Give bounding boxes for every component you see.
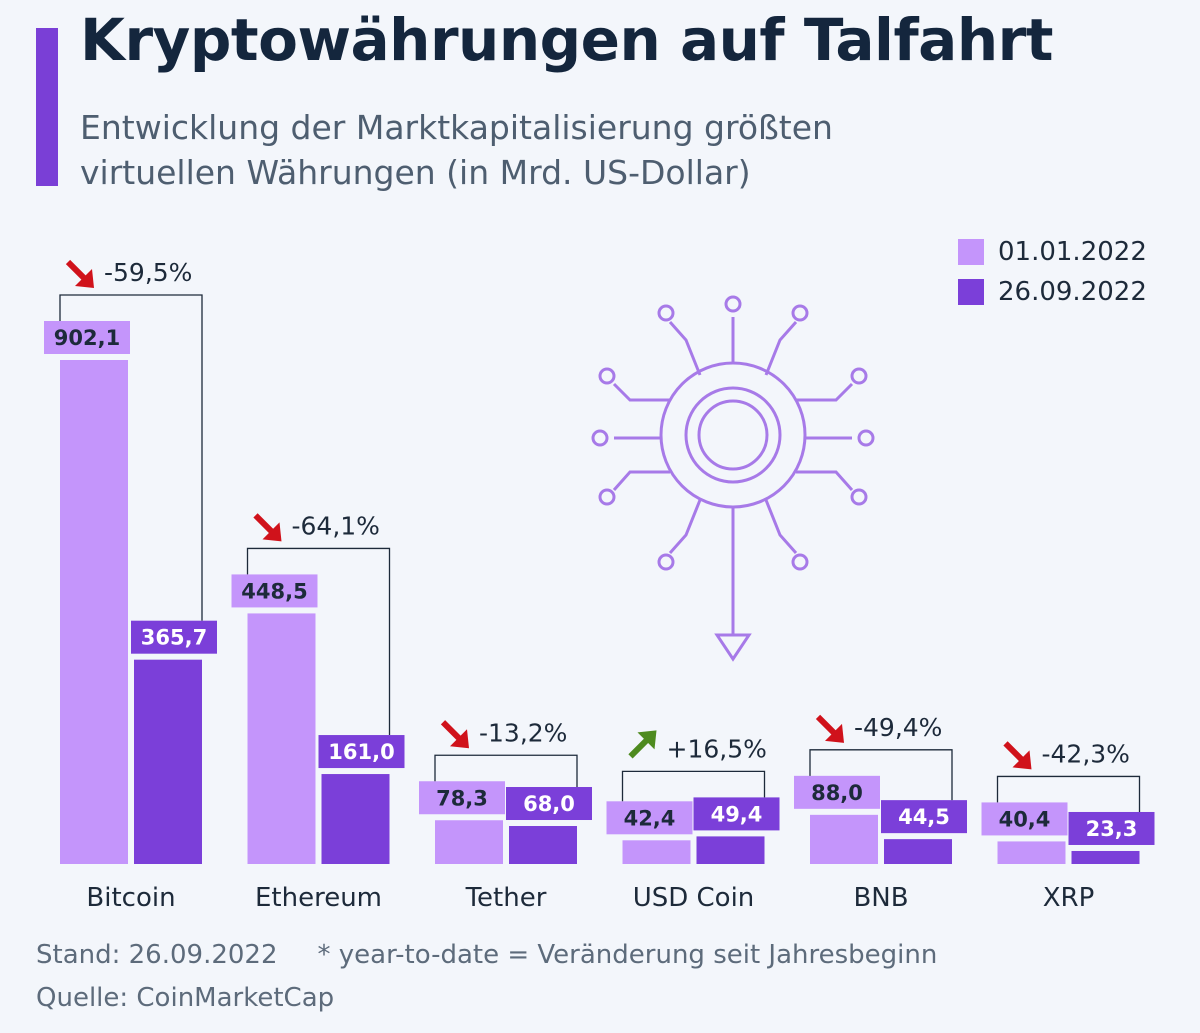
- bracket-bitcoin: [59, 294, 203, 621]
- bar-bnb-start: [810, 814, 878, 864]
- chart-subtitle: Entwicklung der Marktkapitalisierung grö…: [80, 108, 833, 192]
- value-box-bitcoin-start: [44, 321, 130, 354]
- down-arrow-icon: [1003, 741, 1026, 764]
- footnote: * year-to-date = Veränderung seit Jahres…: [317, 940, 938, 970]
- down-arrow-icon-head: [825, 723, 844, 743]
- value-box-bnb-end: [881, 800, 967, 834]
- value-box-ethereum-end: [318, 735, 405, 769]
- bar-usd-coin-start: [622, 840, 691, 864]
- footer: Stand: 26.09.2022 * year-to-date = Veränd…: [36, 934, 937, 1020]
- change-label-xrp: -42,3%: [1042, 739, 1130, 768]
- legend-label-end: 26.09.2022: [998, 277, 1147, 307]
- legend: 01.01.2022 26.09.2022: [958, 232, 1147, 312]
- down-arrow-icon: [815, 714, 839, 737]
- accent-bar: [36, 28, 58, 186]
- value-label-tether-end: 68,0: [523, 792, 575, 816]
- change-label-bnb: -49,4%: [854, 713, 942, 742]
- bar-tether-end: [509, 826, 577, 864]
- bar-ethereum-start: [247, 613, 316, 864]
- change-label-bitcoin: -59,5%: [104, 258, 192, 287]
- value-label-bitcoin-start: 902,1: [54, 326, 120, 350]
- bracket-xrp: [996, 775, 1141, 812]
- bar-bitcoin-end: [134, 659, 202, 864]
- down-arrow-icon: [253, 513, 276, 536]
- value-label-bnb-end: 44,5: [898, 805, 950, 829]
- legend-item-start: 01.01.2022: [958, 232, 1147, 272]
- value-box-xrp-start: [981, 802, 1068, 836]
- down-arrow-icon-head: [450, 729, 469, 749]
- bracket-usd-coin: [621, 770, 766, 802]
- bar-chart: 902,1 365,7 -59,5% Bitcoin 448,5 161,0 -64,1% E…: [44, 258, 1155, 913]
- value-label-usd-coin-end: 49,4: [711, 802, 763, 826]
- legend-label-start: 01.01.2022: [998, 237, 1147, 267]
- bracket-tether: [434, 754, 578, 788]
- value-box-bitcoin-end: [131, 620, 217, 654]
- value-box-tether-start: [419, 781, 505, 815]
- value-label-ethereum-start: 448,5: [241, 579, 307, 603]
- category-label-tether: Tether: [465, 883, 547, 913]
- bar-bnb-end: [884, 839, 952, 864]
- value-label-usd-coin-start: 42,4: [624, 806, 676, 830]
- change-label-ethereum: -64,1%: [292, 511, 380, 540]
- bracket-bnb: [809, 749, 953, 801]
- bar-bitcoin-start: [60, 360, 128, 864]
- bar-ethereum-end: [321, 774, 390, 864]
- value-box-tether-end: [506, 787, 592, 821]
- bracket-ethereum: [246, 547, 391, 736]
- value-label-xrp-start: 40,4: [999, 807, 1051, 831]
- down-arrow-icon: [65, 259, 89, 283]
- value-box-usd-coin-end: [693, 797, 780, 831]
- change-label-usd-coin: +16,5%: [667, 734, 767, 763]
- category-label-ethereum: Ethereum: [255, 883, 382, 913]
- down-arrow-icon: [440, 720, 464, 743]
- value-label-bitcoin-end: 365,7: [141, 626, 207, 650]
- value-label-bnb-start: 88,0: [811, 781, 863, 805]
- bars-layer: 902,1 365,7 -59,5% Bitcoin 448,5 161,0 -64,1% E…: [44, 258, 1155, 913]
- down-arrow-icon-head: [262, 522, 282, 542]
- legend-swatch-start: [958, 239, 984, 265]
- value-box-ethereum-start: [231, 574, 318, 608]
- category-label-bitcoin: Bitcoin: [86, 883, 175, 913]
- bar-usd-coin-end: [696, 836, 765, 864]
- value-box-xrp-end: [1068, 811, 1155, 845]
- value-label-xrp-end: 23,3: [1086, 817, 1138, 841]
- category-label-usd-coin: USD Coin: [633, 883, 755, 913]
- up-arrow-icon-head: [637, 730, 657, 750]
- up-arrow-icon: [628, 736, 651, 759]
- value-box-usd-coin-start: [606, 801, 693, 835]
- value-box-bnb-start: [794, 775, 880, 809]
- source: Quelle: CoinMarketCap: [36, 983, 335, 1013]
- category-label-bnb: BNB: [853, 883, 908, 913]
- bar-tether-start: [435, 820, 503, 864]
- stand-date: Stand: 26.09.2022: [36, 940, 278, 970]
- legend-item-end: 26.09.2022: [958, 272, 1147, 312]
- footer-row-1: Stand: 26.09.2022 * year-to-date = Veränd…: [36, 934, 937, 977]
- chart-title: Kryptowährungen auf Talfahrt: [80, 6, 1053, 74]
- change-label-tether: -13,2%: [479, 718, 567, 747]
- value-label-tether-start: 78,3: [436, 786, 488, 810]
- value-label-ethereum-end: 161,0: [328, 740, 394, 764]
- down-arrow-icon-head: [75, 269, 94, 288]
- crypto-chip-icon: [591, 295, 875, 662]
- bar-xrp-start: [997, 841, 1066, 864]
- down-arrow-icon-head: [1012, 750, 1032, 770]
- legend-swatch-end: [958, 279, 984, 305]
- bar-xrp-end: [1071, 850, 1140, 864]
- category-label-xrp: XRP: [1043, 883, 1095, 913]
